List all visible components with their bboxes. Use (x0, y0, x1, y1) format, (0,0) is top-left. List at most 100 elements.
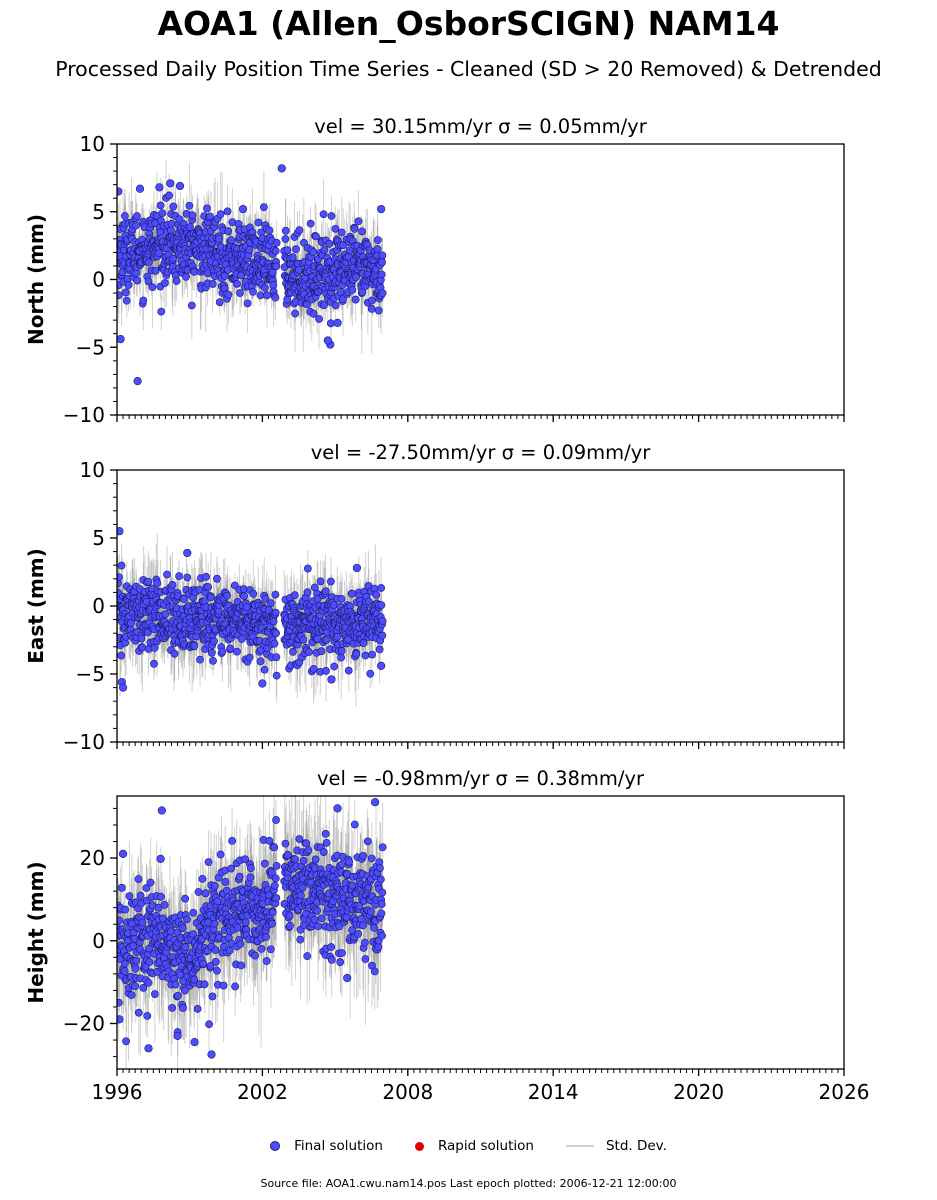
final-solution-point (260, 283, 269, 292)
final-solution-point (125, 892, 134, 901)
final-solution-point (213, 574, 221, 583)
final-solution-points (117, 164, 387, 386)
final-solution-point (331, 301, 340, 310)
final-solution-point (288, 253, 297, 262)
final-solution-point (210, 882, 219, 890)
final-solution-point (378, 289, 387, 298)
final-solution-point (377, 270, 386, 279)
final-solution-point (331, 224, 340, 233)
y-axis-label: North (mm) (24, 214, 48, 345)
final-solution-point (161, 610, 170, 619)
final-solution-point (245, 245, 254, 254)
y-tick-label: 0 (92, 594, 105, 618)
panel-title: vel = -27.50mm/yr σ = 0.09mm/yr (311, 441, 651, 464)
final-solution-point (295, 226, 304, 235)
final-solution-point (220, 272, 229, 280)
final-solution-point (237, 635, 246, 643)
final-solution-point (121, 905, 130, 914)
final-solution-point (150, 659, 158, 668)
figure-title: AOA1 (Allen_OsborSCIGN) NAM14 (157, 4, 780, 43)
final-solution-point (271, 590, 280, 599)
final-solution-point (178, 924, 187, 933)
final-solution-point (183, 548, 192, 558)
final-solution-point (120, 212, 129, 220)
final-solution-point (233, 279, 241, 288)
final-solution-point (344, 666, 353, 675)
final-solution-point (157, 892, 165, 901)
y-tick-label: −5 (76, 335, 105, 359)
final-solution-point (131, 982, 140, 991)
final-solution-point (157, 307, 166, 316)
final-solution-point (306, 219, 315, 228)
final-solution-point (204, 858, 213, 867)
final-solution-point (172, 277, 181, 285)
plot-area: −10 −5 0 5 10 vel = 30.15mm/yr σ = 0.05mm/yr N… (24, 115, 869, 1104)
final-solution-point (219, 981, 228, 990)
final-solution-point (333, 632, 342, 641)
final-solution-point (358, 288, 367, 297)
final-solution-point (295, 265, 303, 274)
final-solution-point (319, 301, 328, 310)
final-solution-point (167, 927, 175, 936)
final-solution-point (352, 649, 361, 658)
final-solution-point (271, 293, 280, 302)
final-solution-point (133, 276, 142, 285)
final-solution-point (136, 891, 145, 900)
final-solution-point (265, 226, 274, 235)
final-solution-point (333, 318, 342, 327)
final-solution-point (281, 226, 290, 235)
final-solution-point (330, 662, 339, 671)
final-solution-point (378, 251, 387, 260)
final-solution-point (367, 305, 376, 313)
final-solution-point (218, 647, 227, 656)
final-solution-point (309, 664, 318, 673)
final-solution-point (378, 258, 386, 267)
final-solution-point (131, 964, 140, 973)
final-solution-point (359, 639, 368, 647)
final-solution-point (270, 639, 279, 648)
final-solution-point (221, 878, 230, 886)
final-solution-point (134, 1008, 143, 1017)
final-solution-point (129, 942, 137, 950)
y-tick-label: −5 (76, 662, 105, 686)
final-solution-point (122, 1037, 130, 1046)
final-solution-point (173, 928, 182, 937)
panel-2: −10 −5 0 5 10 vel = -27.50mm/yr σ = 0.09mm/yr… (24, 441, 845, 754)
final-solution-point (118, 683, 128, 692)
final-solution-point (145, 944, 154, 953)
final-solution-point (305, 648, 313, 656)
final-solution-point (350, 224, 359, 233)
final-solution-point (303, 564, 312, 573)
y-axis-label: East (mm) (24, 548, 48, 664)
final-solution-point (175, 181, 185, 191)
final-solution-points (117, 798, 387, 1059)
final-solution-point (169, 202, 178, 211)
final-solution-point (143, 1011, 152, 1020)
final-solution-point (227, 236, 236, 245)
final-solution-point (145, 958, 154, 966)
final-solution-point (183, 573, 192, 582)
final-solution-point (198, 874, 207, 883)
final-solution-point (190, 642, 199, 650)
final-solution-point (292, 245, 300, 254)
final-solution-point (146, 878, 155, 887)
final-solution-point (316, 577, 325, 586)
final-solution-point (283, 246, 292, 255)
figure-subtitle: Processed Daily Position Time Series - C… (55, 57, 882, 81)
x-minor-ticks (116, 742, 845, 746)
final-solution-point (204, 583, 213, 591)
final-solution-point (245, 653, 254, 662)
final-solution-point (124, 281, 133, 289)
final-solution-point (144, 277, 153, 286)
final-solution-point (117, 883, 126, 892)
final-solution-point (224, 290, 233, 299)
final-solution-point (272, 653, 281, 662)
y-tick-label: −10 (63, 730, 105, 754)
final-solution-point (194, 888, 203, 896)
final-solution-point (167, 226, 175, 235)
final-solution-point (289, 647, 297, 656)
y-tick-label: 5 (92, 200, 105, 224)
final-solution-point (256, 657, 265, 666)
final-solution-point (291, 309, 300, 318)
final-solution-point (377, 601, 386, 610)
